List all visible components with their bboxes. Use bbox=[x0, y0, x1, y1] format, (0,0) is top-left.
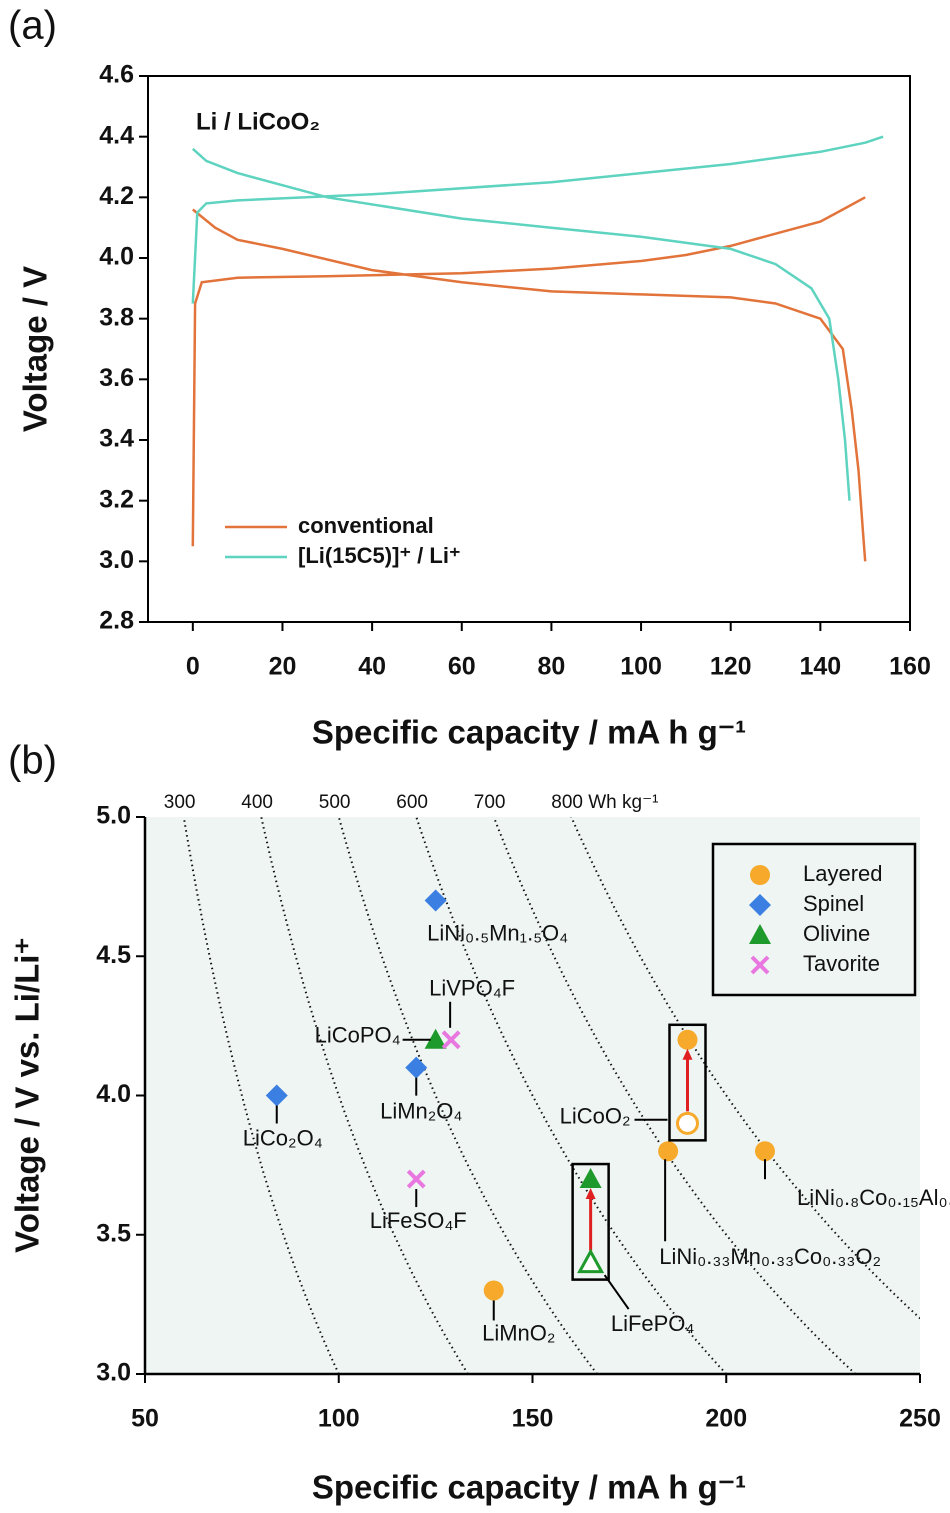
point-label: LiCoO₂ bbox=[560, 1104, 631, 1129]
point-label: LiMn₂O₄ bbox=[380, 1098, 462, 1123]
contour-label: 300 bbox=[164, 792, 196, 813]
energy-contour bbox=[570, 817, 920, 1320]
x-tick-label: 100 bbox=[620, 653, 662, 681]
legend-label: Layered bbox=[803, 861, 883, 886]
point-cross bbox=[441, 1030, 461, 1050]
x-tick-label: 20 bbox=[269, 653, 297, 681]
arrow-head bbox=[585, 1188, 596, 1200]
point bbox=[658, 1141, 679, 1162]
contour-label: 800 Wh kg⁻¹ bbox=[551, 792, 658, 813]
y-tick-label: 4.4 bbox=[99, 121, 134, 149]
y-tick-label: 3.4 bbox=[99, 425, 134, 453]
annotation: Li / LiCoO₂ bbox=[196, 108, 320, 135]
point-label: LiFePO₄ bbox=[611, 1311, 695, 1336]
contour-group bbox=[182, 817, 920, 1374]
contour-label: 400 bbox=[241, 792, 273, 813]
point bbox=[579, 1168, 602, 1189]
panel-label: (b) bbox=[8, 739, 57, 783]
point bbox=[749, 894, 771, 916]
point bbox=[749, 924, 771, 944]
point-label: LiCo₂O₄ bbox=[243, 1125, 323, 1150]
x-tick-label: 80 bbox=[538, 653, 566, 681]
point-label: LiNi₀.₈Co₀.₁₅Al₀.₀₅O₂ bbox=[797, 1185, 950, 1210]
legend-label: conventional bbox=[298, 513, 434, 538]
contour-label: 500 bbox=[319, 792, 351, 813]
x-tick-label: 120 bbox=[710, 653, 752, 681]
y-tick-label: 4.6 bbox=[99, 61, 134, 89]
point-label: LiCoPO₄ bbox=[315, 1023, 401, 1048]
x-tick-label: 140 bbox=[799, 653, 841, 681]
y-tick-label: 3.5 bbox=[96, 1219, 131, 1247]
legend-label: Spinel bbox=[803, 891, 864, 916]
y-tick-label: 5.0 bbox=[96, 802, 131, 830]
highlight-box bbox=[668, 1023, 707, 1142]
y-tick-label: 3.6 bbox=[99, 364, 134, 392]
point bbox=[441, 1030, 461, 1050]
x-tick-label: 40 bbox=[358, 653, 386, 681]
legend-label: Olivine bbox=[803, 921, 870, 946]
energy-contour bbox=[337, 817, 598, 1374]
arrow-head bbox=[682, 1048, 693, 1060]
y-axis-label: Voltage / V bbox=[17, 266, 54, 432]
x-axis-label: Specific capacity / mA h g⁻¹ bbox=[312, 714, 746, 751]
line-series bbox=[191, 196, 867, 562]
highlight-box bbox=[571, 1162, 610, 1281]
x-axis-label: Specific capacity / mA h g⁻¹ bbox=[312, 1469, 746, 1506]
panel-label: (a) bbox=[8, 4, 57, 48]
y-tick-label: 3.0 bbox=[96, 1359, 131, 1387]
point-label: LiMnO₂ bbox=[482, 1320, 555, 1345]
point bbox=[676, 1111, 699, 1135]
point bbox=[577, 1248, 605, 1274]
point bbox=[424, 889, 447, 912]
point bbox=[750, 865, 770, 885]
y-tick-label: 3.2 bbox=[99, 485, 134, 513]
x-tick-label: 100 bbox=[318, 1405, 360, 1433]
y-tick-label: 3.8 bbox=[99, 303, 134, 331]
y-tick-label: 4.0 bbox=[99, 243, 134, 271]
legend-box bbox=[711, 842, 917, 997]
contour-label: 700 bbox=[474, 792, 506, 813]
y-tick-label: 2.8 bbox=[99, 607, 134, 635]
y-tick-label: 3.0 bbox=[99, 546, 134, 574]
point bbox=[755, 1141, 775, 1162]
point-label: LiNi₀.₃₃Mn₀.₃₃Co₀.₃₃O₂ bbox=[659, 1244, 881, 1269]
x-tick-label: 60 bbox=[448, 653, 476, 681]
plot-frame bbox=[147, 75, 911, 623]
energy-contour bbox=[182, 817, 340, 1374]
point-label: LiVPO₄F bbox=[429, 976, 515, 1001]
legend-label: Tavorite bbox=[803, 951, 880, 976]
point-cross bbox=[750, 955, 770, 975]
x-tick-label: 250 bbox=[899, 1405, 941, 1433]
x-tick-label: 160 bbox=[889, 653, 931, 681]
y-axis-label: Voltage / V vs. Li/Li⁺ bbox=[9, 937, 46, 1253]
y-tick-label: 4.2 bbox=[99, 182, 134, 210]
point-label: LiNi₀.₅Mn₁.₅O₄ bbox=[427, 920, 568, 945]
x-tick-label: 200 bbox=[705, 1405, 747, 1433]
point bbox=[483, 1280, 504, 1301]
x-tick-label: 50 bbox=[131, 1405, 159, 1433]
x-tick-label: 0 bbox=[186, 653, 200, 681]
x-tick-label: 150 bbox=[512, 1405, 554, 1433]
point-cross bbox=[406, 1169, 426, 1189]
point bbox=[405, 1056, 428, 1079]
legend-label: [Li(15C5)]⁺ / Li⁺ bbox=[298, 543, 461, 568]
point bbox=[677, 1029, 698, 1050]
point bbox=[406, 1169, 426, 1189]
energy-contour bbox=[260, 817, 469, 1374]
y-tick-label: 4.5 bbox=[96, 941, 131, 969]
point bbox=[750, 955, 770, 975]
point bbox=[265, 1084, 288, 1107]
point bbox=[424, 1028, 447, 1049]
y-tick-label: 4.0 bbox=[96, 1080, 131, 1108]
contour-label: 600 bbox=[396, 792, 428, 813]
point-label: LiFeSO₄F bbox=[370, 1208, 467, 1233]
line-series bbox=[191, 135, 884, 501]
energy-contour bbox=[415, 817, 728, 1374]
